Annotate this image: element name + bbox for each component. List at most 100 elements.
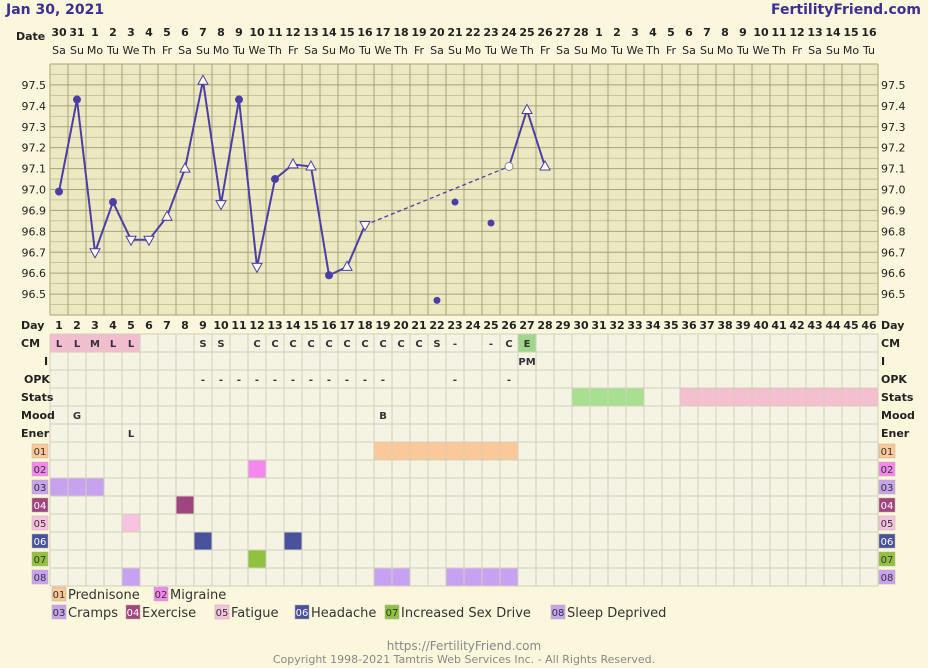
weekday-label: Su	[448, 44, 462, 57]
date-label: 2	[613, 26, 621, 39]
weekday-label: Fr	[414, 44, 425, 57]
day-number: 42	[789, 319, 804, 332]
opk-value: -	[237, 375, 241, 386]
temperature-point-down	[359, 221, 371, 232]
symptom-badge-left	[31, 443, 49, 459]
opk-value: -	[363, 375, 367, 386]
symptom-cell-03	[86, 478, 104, 496]
weekday-label: We	[501, 44, 518, 57]
opk-value: -	[327, 375, 331, 386]
date-label: 3	[631, 26, 639, 39]
symptom-code-left: 05	[34, 519, 47, 530]
row-label-right: CM	[881, 337, 900, 350]
temperature-line	[58, 80, 366, 277]
row-label-right: Ener	[881, 427, 910, 440]
day-number: 22	[429, 319, 444, 332]
temperature-point-up	[521, 103, 533, 115]
symptom-badge-right	[878, 461, 896, 477]
temperature-point-down	[143, 235, 155, 247]
cm-value: S	[433, 339, 440, 350]
date-label: 1	[91, 26, 99, 39]
legend-badge	[51, 604, 67, 620]
date-label: 25	[519, 26, 534, 39]
cm-value: C	[343, 339, 350, 350]
cm-value: L	[74, 339, 81, 350]
weekday-label: Tu	[862, 44, 875, 57]
symptom-badge-left	[31, 533, 49, 549]
cm-value: L	[128, 339, 135, 350]
weekday-label: Th	[645, 44, 660, 57]
symptom-cell-06	[194, 532, 212, 550]
symptom-cell-08	[500, 568, 518, 586]
date-label: 18	[393, 26, 408, 39]
temperature-point-up	[287, 157, 299, 169]
day-number: 29	[555, 319, 570, 332]
day-number: 44	[825, 319, 841, 332]
date-label: 23	[483, 26, 498, 39]
symptom-cell-01	[392, 442, 410, 460]
date-label: 13	[807, 26, 822, 39]
date-label: 4	[649, 26, 657, 39]
symptom-code-right: 03	[881, 483, 894, 494]
symptom-badge-right	[878, 479, 896, 495]
legend-badge	[51, 586, 67, 602]
day-number: 27	[519, 319, 534, 332]
day-number: 15	[303, 319, 318, 332]
date-label: 1	[595, 26, 603, 39]
weekday-label: Th	[141, 44, 156, 57]
observation-table: L L M L L S S C C C C C C C C C C S - - C EPM- - - - - - - - - - - - -G BL	[49, 333, 879, 587]
opk-value: -	[291, 375, 295, 386]
legend-name: Headache	[311, 606, 376, 621]
weekday-label: We	[627, 44, 644, 57]
y-tick-label-right: 97.0	[881, 184, 906, 197]
symptom-badge-left	[31, 479, 49, 495]
day-number: 26	[501, 319, 517, 332]
symptom-cell-05	[122, 514, 140, 532]
weekday-label: Fr	[792, 44, 803, 57]
legend-badge	[550, 604, 566, 620]
symptom-badge-right	[878, 551, 896, 567]
date-label: 24	[501, 26, 517, 39]
cm-value: S	[217, 339, 224, 350]
symptom-cell-01	[428, 442, 446, 460]
day-number: 28	[537, 319, 552, 332]
y-tick-label-left: 96.6	[22, 267, 47, 280]
symptom-code-right: 06	[881, 537, 894, 548]
day-row-label-right: Day	[881, 319, 904, 332]
symptom-code-left: 04	[34, 501, 47, 512]
symptom-badge-right	[878, 515, 896, 531]
cm-value: L	[56, 339, 63, 350]
temperature-point-up	[197, 74, 209, 85]
y-tick-label-left: 96.9	[22, 204, 47, 217]
cm-cell-fill	[104, 334, 122, 352]
mood-value: B	[379, 411, 387, 422]
day-number: 35	[663, 319, 678, 332]
legend-name: Fatigue	[231, 606, 278, 621]
date-label: 7	[703, 26, 711, 39]
date-label: 11	[267, 26, 282, 39]
y-tick-label-left: 97.0	[22, 184, 47, 197]
symptom-code-right: 07	[881, 555, 894, 566]
symptom-badge-right	[878, 533, 896, 549]
cm-value: C	[415, 339, 422, 350]
date-label: 6	[685, 26, 693, 39]
weekday-label: Mo	[843, 44, 859, 57]
footer-copyright: Copyright 1998-2021 Tamtris Web Services…	[273, 653, 655, 666]
footer-url: https://FertilityFriend.com	[387, 639, 541, 653]
weekday-label: Su	[196, 44, 210, 57]
y-tick-label-left: 96.7	[22, 246, 47, 259]
weekday-label: Mo	[87, 44, 103, 57]
weekday-label: Fr	[162, 44, 173, 57]
temperature-point	[325, 271, 333, 280]
weekday-label: Fr	[540, 44, 551, 57]
temperature-point	[271, 175, 279, 184]
day-number: 40	[753, 319, 769, 332]
symptom-badge-left	[31, 551, 49, 567]
date-label: 9	[739, 26, 747, 39]
day-number: 7	[163, 319, 171, 332]
cm-cell-fill	[68, 334, 86, 352]
symptom-code-left: 03	[34, 483, 47, 494]
weekday-label: Mo	[213, 44, 229, 57]
legend-badge	[294, 604, 310, 620]
opk-value: -	[309, 375, 313, 386]
